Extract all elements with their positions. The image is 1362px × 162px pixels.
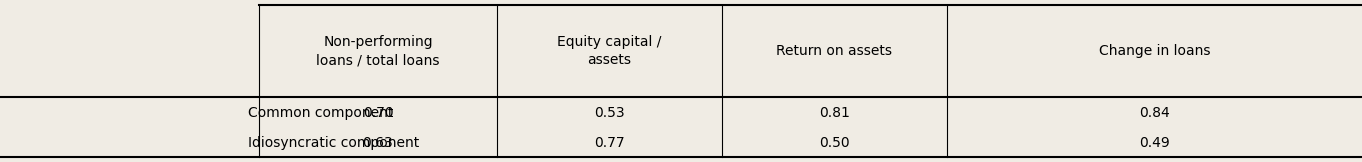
Text: 0.49: 0.49 bbox=[1139, 136, 1170, 150]
Text: Change in loans: Change in loans bbox=[1099, 44, 1209, 58]
Text: 0.70: 0.70 bbox=[362, 106, 394, 120]
Text: 0.53: 0.53 bbox=[594, 106, 625, 120]
Text: 0.63: 0.63 bbox=[362, 136, 394, 150]
Text: Non-performing
loans / total loans: Non-performing loans / total loans bbox=[316, 35, 440, 67]
Text: Equity capital /
assets: Equity capital / assets bbox=[557, 35, 662, 67]
Text: 0.50: 0.50 bbox=[819, 136, 850, 150]
Text: 0.77: 0.77 bbox=[594, 136, 625, 150]
Text: Return on assets: Return on assets bbox=[776, 44, 892, 58]
Text: 0.84: 0.84 bbox=[1139, 106, 1170, 120]
Text: Common component: Common component bbox=[248, 106, 394, 120]
Text: Idiosyncratic component: Idiosyncratic component bbox=[248, 136, 419, 150]
Text: 0.81: 0.81 bbox=[819, 106, 850, 120]
